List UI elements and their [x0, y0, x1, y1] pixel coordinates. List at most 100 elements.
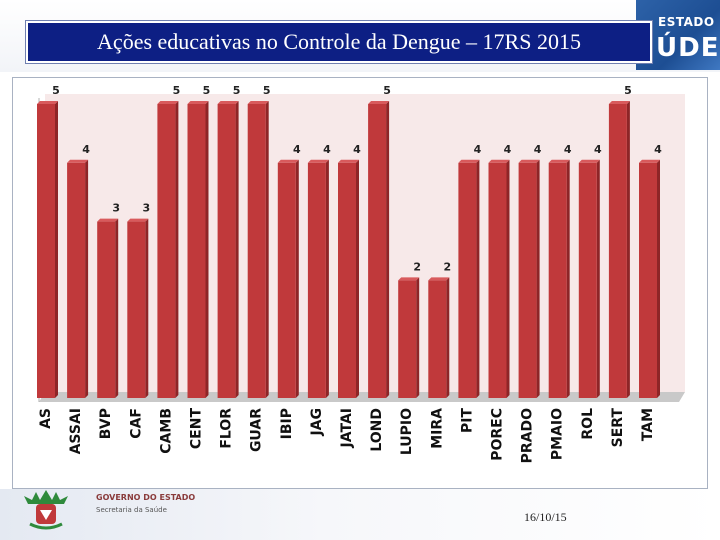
bar-top-bvp [97, 218, 119, 222]
bar-top-assai [67, 159, 89, 163]
bar-side-rol [596, 159, 600, 398]
bar-tam [639, 162, 657, 398]
category-label-prado: PRADO [520, 408, 536, 463]
category-label-tam: TAM [640, 408, 656, 441]
bar-side-pmaio [566, 159, 570, 398]
bar-guar [247, 104, 266, 398]
category-label-pmaio: PMAIO [550, 408, 566, 460]
category-label-flor: FLOR [219, 408, 235, 449]
data-label-flor: 5 [233, 84, 241, 97]
data-label-jag: 4 [323, 143, 331, 156]
bar-sert [608, 104, 627, 398]
banner-small-text: ESTADO [658, 15, 715, 29]
bar-side-porec [506, 159, 510, 398]
bar-chart: 5 AS 4 ASSAI 3 BVP 3 CAF 5 CAMB 5 CENT 5 FLOR 5 GUAR 4 IB… [37, 84, 685, 463]
bar-side-assai [85, 159, 89, 398]
slide-title: Ações educativas no Controle da Dengue –… [97, 29, 581, 54]
data-label-porec: 4 [504, 143, 512, 156]
category-label-pit: PIT [459, 408, 475, 433]
banner-large-text: ÚDE [656, 33, 720, 63]
data-label-camb: 5 [173, 84, 181, 97]
bar-mira [428, 280, 447, 398]
bar-side-tam [657, 159, 660, 398]
bar-side-guar [265, 101, 269, 398]
bar-as [37, 104, 55, 398]
slide-footer-band [0, 489, 720, 540]
bar-top-cent [187, 101, 209, 104]
gov-name: GOVERNO DO ESTADO [96, 493, 196, 502]
bar-caf [127, 221, 146, 398]
bar-rol [578, 162, 597, 398]
category-label-sert: SERT [610, 408, 626, 448]
bar-porec [488, 162, 507, 398]
bar-side-mira [446, 277, 450, 398]
data-label-prado: 4 [534, 143, 542, 156]
bar-side-prado [536, 159, 540, 398]
data-label-lond: 5 [383, 84, 391, 97]
bar-top-guar [247, 101, 269, 104]
bar-camb [157, 104, 176, 398]
bar-flor [217, 104, 236, 398]
data-label-ibip: 4 [293, 143, 301, 156]
bar-top-lupio [398, 277, 420, 281]
bar-side-sert [626, 101, 630, 398]
category-label-camb: CAMB [158, 408, 174, 454]
bar-lond [368, 104, 387, 398]
bar-side-jag [325, 159, 329, 398]
bar-side-bvp [115, 218, 119, 398]
category-label-porec: POREC [490, 408, 506, 461]
bar-side-lupio [416, 277, 420, 398]
bar-top-tam [639, 159, 660, 163]
category-label-assai: ASSAI [68, 408, 84, 454]
data-label-assai: 4 [82, 143, 90, 156]
bar-top-porec [488, 159, 510, 163]
bar-side-lond [386, 101, 390, 398]
bar-side-jatai [356, 159, 359, 398]
plot-back-wall [45, 94, 685, 392]
bar-side-flor [235, 101, 239, 398]
data-label-bvp: 3 [112, 202, 120, 215]
bar-top-pit [458, 159, 480, 163]
bar-side-pit [476, 159, 480, 398]
data-label-pmaio: 4 [564, 143, 572, 156]
category-label-jatai: JATAI [339, 408, 355, 448]
data-label-rol: 4 [594, 143, 602, 156]
category-label-mira: MIRA [429, 408, 445, 449]
bar-top-lond [368, 101, 390, 104]
data-label-caf: 3 [142, 202, 150, 215]
category-label-jag: JAG [309, 408, 325, 437]
bar-side-as [55, 101, 58, 398]
bar-top-prado [518, 159, 540, 163]
gov-department: Secretaria da Saúde [96, 506, 167, 514]
category-label-bvp: BVP [98, 408, 114, 439]
bar-jag [307, 162, 326, 398]
bar-cent [187, 104, 206, 398]
category-label-ibip: IBIP [279, 408, 295, 439]
data-label-pit: 4 [474, 143, 482, 156]
bar-top-flor [217, 101, 239, 104]
data-label-cent: 5 [203, 84, 211, 97]
data-label-lupio: 2 [413, 260, 421, 273]
data-label-tam: 4 [654, 143, 662, 156]
bar-pit [458, 162, 477, 398]
bar-top-camb [157, 101, 179, 104]
category-label-as: AS [38, 408, 54, 429]
category-label-guar: GUAR [249, 408, 265, 452]
state-coat-of-arms-icon [24, 490, 68, 530]
category-label-rol: ROL [580, 408, 596, 440]
data-label-mira: 2 [443, 260, 451, 273]
bar-side-camb [175, 101, 179, 398]
data-label-sert: 5 [624, 84, 632, 97]
bar-top-jag [307, 159, 329, 163]
bar-prado [518, 162, 537, 398]
bar-pmaio [548, 162, 567, 398]
bar-top-sert [608, 101, 630, 104]
bar-assai [67, 162, 86, 398]
bar-top-caf [127, 218, 149, 222]
data-label-jatai: 4 [353, 143, 361, 156]
bar-side-cent [205, 101, 209, 398]
category-label-cent: CENT [189, 408, 205, 450]
bar-bvp [97, 221, 116, 398]
slide-title-box: Ações educativas no Controle da Dengue –… [26, 21, 652, 63]
bar-side-caf [145, 218, 149, 398]
